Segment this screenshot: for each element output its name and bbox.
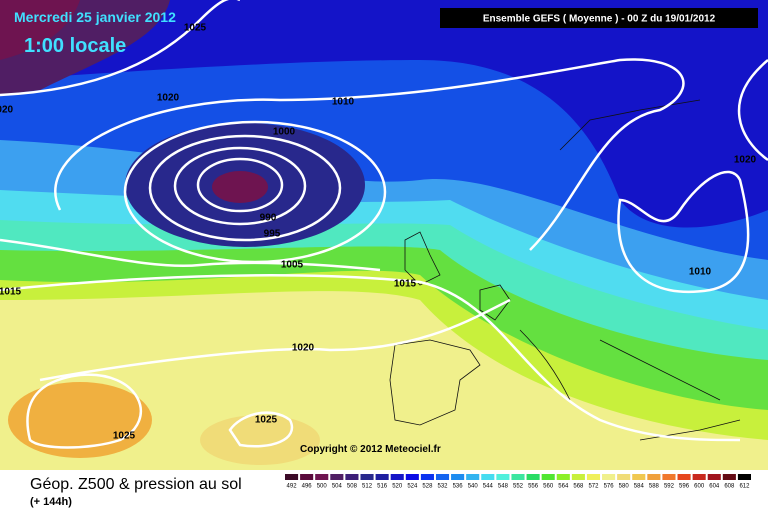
legend-swatch [435, 474, 450, 480]
legend-swatch [737, 474, 751, 480]
legend-swatch [556, 474, 570, 480]
legend-swatch [285, 474, 299, 480]
legend-swatch [571, 474, 585, 480]
map: 1025 1020 1020 1010 1000 990 995 1005 10… [0, 0, 768, 470]
copyright: Copyright © 2012 Meteociel.fr [300, 444, 441, 455]
legend-label: 524 [407, 484, 418, 490]
legend-label: 560 [543, 484, 554, 490]
legend-label: 504 [332, 484, 343, 490]
legend-swatch [375, 474, 389, 480]
legend-label: 576 [604, 484, 615, 490]
isobar-label: 1015 [0, 287, 22, 298]
legend-swatch [360, 474, 374, 480]
legend-swatch [541, 474, 555, 480]
legend-label: 536 [453, 484, 464, 490]
legend-label: 564 [558, 484, 569, 490]
legend-label: 604 [709, 484, 720, 490]
isobar-label: 1005 [281, 260, 304, 271]
isobar-label: 995 [264, 229, 281, 240]
legend-label: 568 [573, 484, 584, 490]
legend-swatch [677, 474, 691, 480]
isobar-label: 1020 [157, 93, 180, 104]
legend-swatch [315, 474, 329, 480]
legend-swatch [496, 474, 510, 480]
isobar-label: 1020 [292, 343, 315, 354]
legend-swatch [586, 474, 601, 480]
footer-subtitle: (+ 144h) [30, 496, 72, 508]
legend-label: 516 [377, 484, 388, 490]
legend: 492 496 500 504 508 512 516 520 524 528 532 536 540 5… [285, 474, 751, 490]
legend-label: 556 [528, 484, 539, 490]
legend-swatch [647, 474, 661, 480]
legend-swatch [692, 474, 706, 480]
legend-label: 608 [724, 484, 735, 490]
legend-label: 592 [664, 484, 675, 490]
model-box [440, 8, 758, 28]
legend-label: 520 [392, 484, 403, 490]
local-time: 1:00 locale [24, 35, 126, 57]
legend-swatch [330, 474, 344, 480]
legend-label: 500 [317, 484, 328, 490]
legend-swatch [617, 474, 631, 480]
legend-swatch [466, 474, 480, 480]
isobar-label: 1025 [255, 415, 278, 426]
isobar-label: 1025 [184, 23, 207, 34]
legend-swatch [300, 474, 314, 480]
legend-label: 548 [498, 484, 509, 490]
legend-swatch [345, 474, 359, 480]
isobar-labels: 1025 1020 1020 1010 1000 990 995 1005 10… [0, 23, 757, 442]
coastline [389, 99, 741, 441]
legend-label: 492 [287, 484, 298, 490]
isobar-label: 1015 [394, 279, 417, 290]
legend-label: 508 [347, 484, 358, 490]
legend-swatch [526, 474, 540, 480]
legend-swatch [707, 474, 721, 480]
legend-label: 512 [362, 484, 373, 490]
legend-swatch [451, 474, 465, 480]
isobar-label: 1020 [0, 105, 14, 116]
legend-swatch [511, 474, 525, 480]
legend-label: 528 [422, 484, 433, 490]
legend-swatch [405, 474, 419, 480]
legend-label: 572 [588, 484, 599, 490]
legend-swatch [390, 474, 404, 480]
legend-label: 496 [302, 484, 313, 490]
isobar-label: 1000 [273, 127, 296, 138]
legend-label: 596 [679, 484, 690, 490]
isobar-label: 990 [260, 213, 277, 224]
model-info: Ensemble GEFS ( Moyenne ) - 00 Z du 19/0… [483, 14, 716, 25]
legend-swatch [602, 474, 616, 480]
isobar-label: 1020 [734, 155, 757, 166]
legend-label: 540 [468, 484, 479, 490]
date-title: Mercredi 25 janvier 2012 [14, 9, 176, 25]
legend-label: 552 [513, 484, 524, 490]
legend-label: 588 [649, 484, 660, 490]
isobar-label: 1025 [113, 431, 136, 442]
isobar-label: 1010 [332, 97, 355, 108]
legend-label: 612 [739, 484, 750, 490]
legend-swatch [632, 474, 646, 480]
legend-label: 544 [483, 484, 494, 490]
legend-label: 600 [694, 484, 705, 490]
isobar-label: 1010 [689, 267, 712, 278]
footer-title: Géop. Z500 & pression au sol [30, 476, 242, 493]
legend-label: 584 [634, 484, 645, 490]
legend-swatch [420, 474, 434, 480]
legend-swatch [722, 474, 736, 480]
legend-swatch [662, 474, 676, 480]
isobars [0, 0, 768, 449]
legend-swatch [481, 474, 495, 480]
legend-label: 580 [619, 484, 630, 490]
legend-label: 532 [438, 484, 449, 490]
